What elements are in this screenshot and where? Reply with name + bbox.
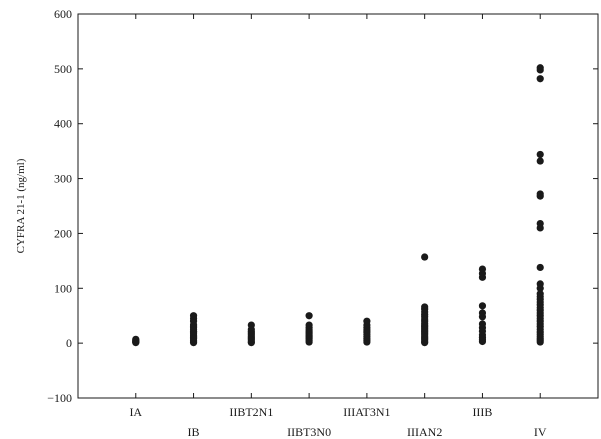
y-axis: 600 500 400 300 200 100 0 −100 [47,7,598,405]
data-point [247,321,255,329]
data-points [132,64,544,347]
x-tick-label: IIBT3N0 [287,425,331,439]
data-point [421,303,429,311]
y-tick-label: 200 [54,226,72,240]
x-tick-label: IIBT2N1 [229,405,273,419]
x-tick-label: IIIAN2 [407,425,442,439]
data-point [536,280,544,288]
data-point [189,312,198,320]
y-tick-label: 600 [54,7,72,21]
y-tick-label: 0 [66,336,72,350]
data-point [132,337,140,345]
data-point [305,321,313,329]
y-tick-label: 300 [54,172,72,186]
data-point [305,312,313,320]
data-point [536,219,544,228]
data-point [478,302,487,310]
data-point [478,309,487,317]
y-tick-label: 500 [54,62,72,76]
x-tick-label: IIIB [472,405,492,419]
data-point [536,190,544,198]
data-point [536,150,544,159]
data-point [536,75,544,83]
y-tick-label: −100 [47,391,72,405]
x-tick-label: IA [129,405,142,419]
x-tick-label: IV [534,425,547,439]
x-axis: IA IB IIBT2N1 IIBT3N0 IIIAT3N1 IIIAN2 IIIB IV [129,14,547,439]
data-point [536,64,544,72]
data-point [536,290,544,298]
y-axis-label: CYFRA 21-1 (ng/ml) [15,158,27,253]
data-point [478,320,487,328]
data-point [478,265,487,273]
x-tick-label: IIIAT3N1 [343,405,390,419]
x-tick-label: IB [188,425,200,439]
plot-frame [77,13,599,399]
data-point [536,263,544,272]
data-point [536,157,544,165]
y-tick-label: 100 [54,281,72,295]
y-tick-label: 400 [54,117,72,131]
data-point [421,253,429,261]
data-point [363,317,371,325]
